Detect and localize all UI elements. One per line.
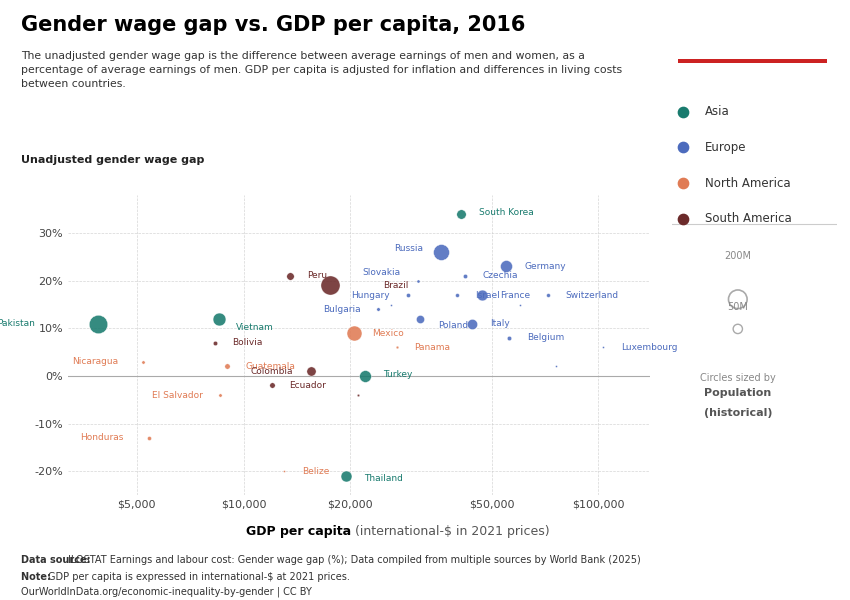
Point xyxy=(513,300,526,310)
Text: Population: Population xyxy=(704,388,772,398)
Text: Italy: Italy xyxy=(490,319,509,328)
Point xyxy=(500,262,513,271)
Point xyxy=(414,314,428,323)
Point xyxy=(351,390,365,400)
Point xyxy=(220,362,234,371)
Text: 50M: 50M xyxy=(728,302,748,313)
Text: Pakistan: Pakistan xyxy=(0,319,35,328)
Text: Belize: Belize xyxy=(302,467,329,476)
Point xyxy=(136,357,150,367)
Point xyxy=(596,343,609,352)
Point xyxy=(458,271,472,281)
Text: Ecuador: Ecuador xyxy=(289,381,326,390)
Text: Mexico: Mexico xyxy=(372,329,404,338)
Point xyxy=(502,333,516,343)
Text: South Korea: South Korea xyxy=(479,208,534,217)
Text: Data source:: Data source: xyxy=(21,555,94,565)
Point xyxy=(277,466,291,476)
Point xyxy=(677,178,690,188)
Point xyxy=(390,343,404,352)
Point xyxy=(323,281,337,290)
Text: Poland: Poland xyxy=(438,322,468,331)
Text: Europe: Europe xyxy=(705,141,746,154)
Point xyxy=(465,319,479,328)
Text: Turkey: Turkey xyxy=(382,370,412,379)
Point xyxy=(541,290,554,300)
Text: Thailand: Thailand xyxy=(365,474,403,483)
Point xyxy=(265,380,279,390)
Text: Bolivia: Bolivia xyxy=(233,338,263,347)
Text: The unadjusted gender wage gap is the difference between average earnings of men: The unadjusted gender wage gap is the di… xyxy=(21,51,622,89)
Text: Note:: Note: xyxy=(21,572,54,582)
Text: Asia: Asia xyxy=(705,106,729,118)
Text: ILOSTAT Earnings and labour cost: Gender wage gap (%); Data compiled from multip: ILOSTAT Earnings and labour cost: Gender… xyxy=(68,555,641,565)
Text: Slovakia: Slovakia xyxy=(362,268,400,277)
Point xyxy=(208,338,222,347)
Text: (international-$ in 2021 prices): (international-$ in 2021 prices) xyxy=(350,524,549,538)
Text: OurWorldInData.org/economic-inequality-by-gender | CC BY: OurWorldInData.org/economic-inequality-b… xyxy=(21,587,312,598)
Point xyxy=(304,367,318,376)
Text: GDP per capita: GDP per capita xyxy=(246,524,350,538)
Point xyxy=(677,107,690,116)
Text: France: France xyxy=(500,290,530,299)
Text: Switzerland: Switzerland xyxy=(565,290,619,299)
Text: Belgium: Belgium xyxy=(527,334,564,343)
Point xyxy=(677,143,690,152)
Point xyxy=(411,276,425,286)
Text: in Data: in Data xyxy=(731,47,774,57)
Point xyxy=(92,319,105,328)
Point xyxy=(434,247,448,257)
Text: Germany: Germany xyxy=(524,262,565,271)
Point xyxy=(371,304,385,314)
Point xyxy=(340,471,354,481)
Text: (historical): (historical) xyxy=(704,409,772,418)
Text: Israel: Israel xyxy=(475,290,500,299)
Text: GDP per capita is expressed in international-$ at 2021 prices.: GDP per capita is expressed in internati… xyxy=(48,572,350,582)
Text: Brazil: Brazil xyxy=(383,281,408,290)
Text: Czechia: Czechia xyxy=(483,271,518,280)
Point xyxy=(359,371,372,381)
Text: Colombia: Colombia xyxy=(251,367,293,376)
Point xyxy=(212,314,225,323)
Point xyxy=(731,324,745,334)
Text: Our World: Our World xyxy=(722,28,782,37)
Point xyxy=(677,214,690,224)
Text: Bulgaria: Bulgaria xyxy=(323,305,360,314)
Point xyxy=(475,290,489,300)
FancyBboxPatch shape xyxy=(678,59,827,63)
Text: Unadjusted gender wage gap: Unadjusted gender wage gap xyxy=(21,155,205,165)
Text: North America: North America xyxy=(705,176,790,190)
Text: Guatemala: Guatemala xyxy=(245,362,295,371)
Point xyxy=(142,433,156,443)
Text: Russia: Russia xyxy=(394,244,423,253)
Text: Peru: Peru xyxy=(308,271,328,280)
Text: Circles sized by: Circles sized by xyxy=(700,373,776,383)
Point xyxy=(348,328,361,338)
Point xyxy=(213,390,227,400)
Text: Hungary: Hungary xyxy=(351,290,390,299)
Text: Honduras: Honduras xyxy=(81,433,124,442)
Text: Vietnam: Vietnam xyxy=(236,323,274,332)
Point xyxy=(549,362,563,371)
Point xyxy=(384,300,398,310)
Text: Panama: Panama xyxy=(415,343,451,352)
Text: Gender wage gap vs. GDP per capita, 2016: Gender wage gap vs. GDP per capita, 2016 xyxy=(21,15,525,35)
Text: El Salvador: El Salvador xyxy=(152,391,202,400)
Text: Luxembourg: Luxembourg xyxy=(620,343,677,352)
Text: South America: South America xyxy=(705,212,791,225)
Point xyxy=(731,295,745,304)
Point xyxy=(283,271,297,281)
Point xyxy=(401,290,415,300)
Text: 200M: 200M xyxy=(724,251,751,261)
Text: Nicaragua: Nicaragua xyxy=(72,357,118,366)
Point xyxy=(450,290,464,300)
Point xyxy=(454,209,468,219)
